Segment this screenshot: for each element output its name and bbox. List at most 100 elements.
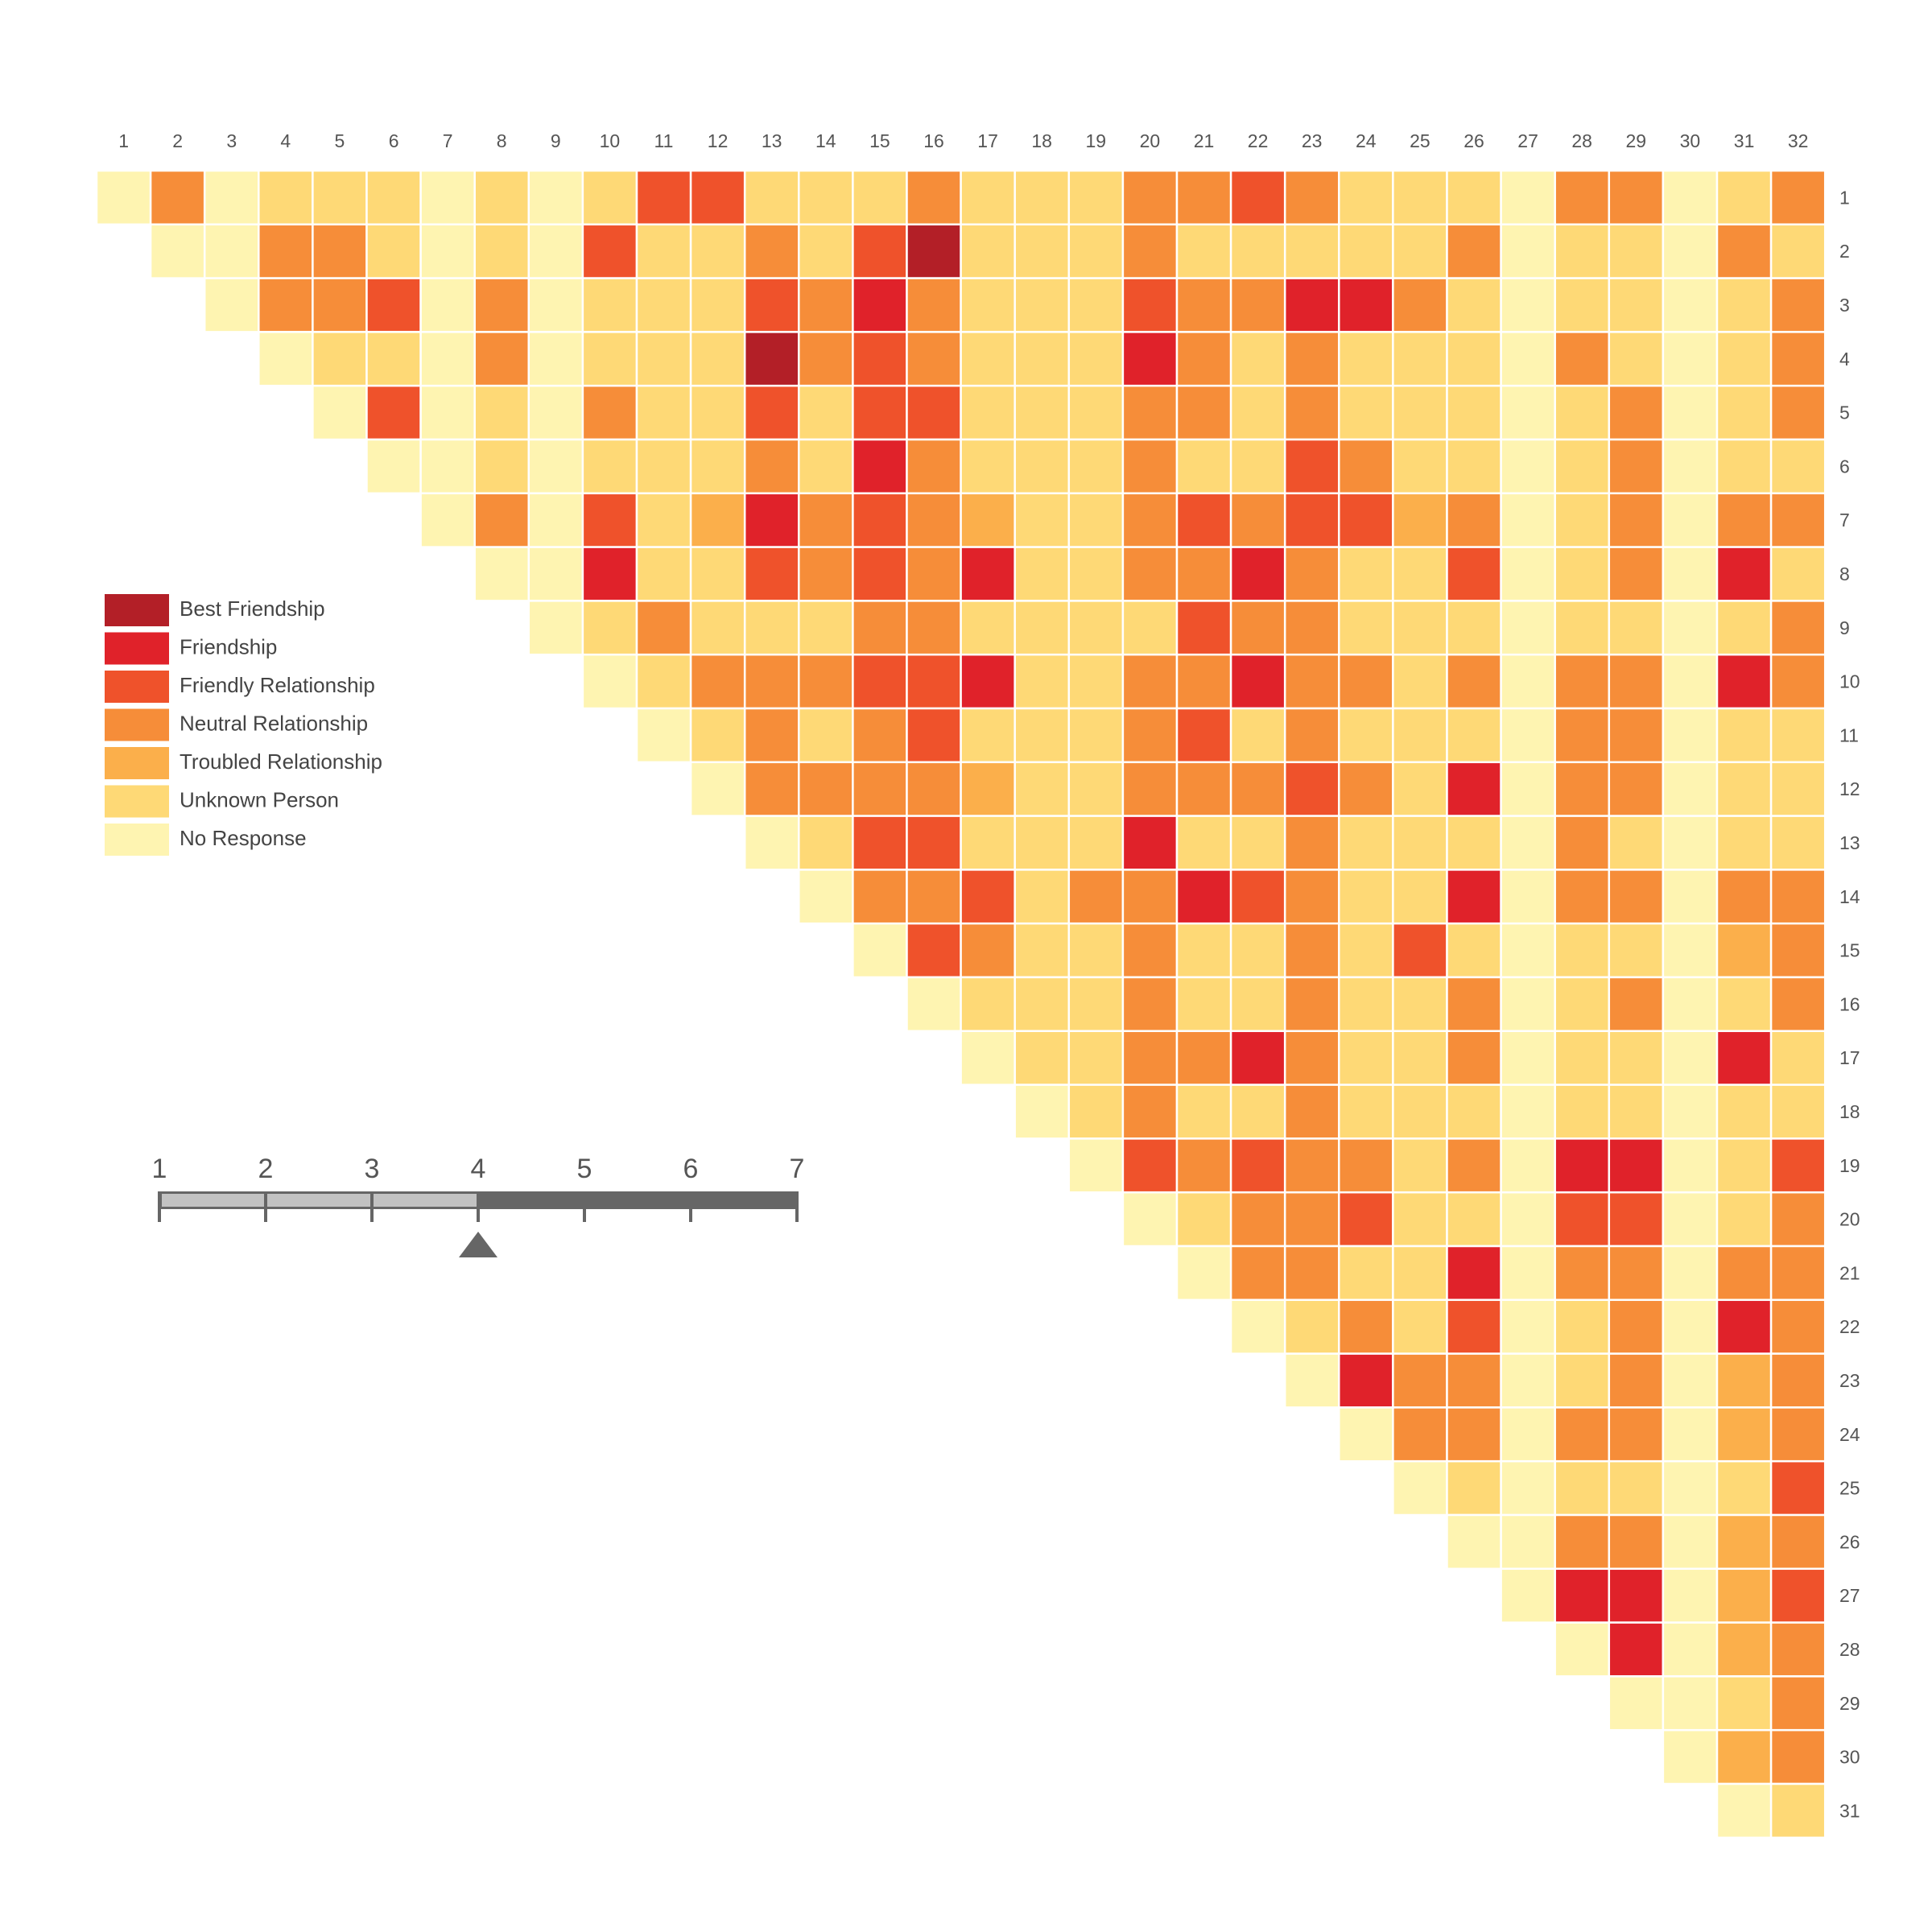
matrix-cell [1067, 869, 1125, 925]
matrix-cell [1121, 492, 1179, 548]
matrix-cell [1175, 922, 1232, 979]
matrix-cell [1392, 976, 1448, 1033]
matrix-cell [1500, 1406, 1556, 1463]
row-label: 3 [1839, 295, 1850, 316]
matrix-cell [1715, 169, 1773, 226]
matrix-cell [906, 707, 962, 764]
matrix-cell [1554, 815, 1611, 871]
matrix-cell [1769, 1352, 1827, 1409]
matrix-cell [581, 331, 638, 387]
matrix-cell [1446, 1084, 1502, 1140]
matrix-cell [1283, 653, 1340, 710]
matrix-cell [1121, 1191, 1179, 1248]
matrix-cell [852, 707, 908, 764]
matrix-cell [798, 761, 854, 817]
matrix-cell [1608, 653, 1665, 710]
matrix-cell [1662, 1513, 1719, 1571]
matrix-cell [1500, 1137, 1556, 1194]
matrix-cell [1013, 869, 1071, 925]
matrix-cell [1715, 1084, 1773, 1140]
column-label: 15 [869, 130, 890, 151]
slider-tick-label: 4 [471, 1154, 486, 1184]
matrix-cell [1338, 438, 1394, 495]
matrix-cell [743, 707, 800, 764]
matrix-cell [1500, 922, 1556, 979]
matrix-cell [960, 169, 1016, 226]
matrix-cell [1769, 761, 1827, 817]
matrix-cell [1662, 976, 1719, 1033]
row-label: 2 [1839, 241, 1850, 262]
matrix-cell [1554, 761, 1611, 817]
matrix-cell [1392, 653, 1448, 710]
matrix-cell [1715, 1513, 1773, 1571]
column-label: 6 [389, 130, 399, 151]
matrix-cell [1769, 976, 1827, 1033]
matrix-cell [1067, 976, 1125, 1033]
legend-swatch [105, 785, 169, 818]
matrix-cell [1554, 1352, 1611, 1409]
column-label: 19 [1086, 130, 1107, 151]
matrix-cell [1500, 492, 1556, 548]
matrix-cell [1338, 1137, 1394, 1194]
matrix-cell [1769, 1459, 1827, 1517]
matrix-cell [581, 223, 638, 279]
row-label: 27 [1839, 1585, 1860, 1606]
row-label: 23 [1839, 1370, 1860, 1391]
matrix-cell [635, 546, 692, 602]
matrix-cell [1013, 1084, 1071, 1140]
matrix-cell [1769, 869, 1827, 925]
matrix-cell [1662, 1459, 1719, 1517]
matrix-cell [1121, 922, 1179, 979]
matrix-cell [1067, 169, 1125, 226]
matrix-cell [689, 707, 746, 764]
matrix-cell [1715, 707, 1773, 764]
matrix-cell [1067, 653, 1125, 710]
matrix-cell [1229, 223, 1286, 279]
matrix-cell [1013, 1030, 1071, 1086]
column-label: 31 [1734, 130, 1755, 151]
matrix-cell [906, 277, 962, 333]
matrix-cell [1392, 223, 1448, 279]
matrix-cell [1554, 546, 1611, 602]
legend-label: Troubled Relationship [180, 749, 382, 774]
matrix-cell [1338, 600, 1394, 656]
column-label: 27 [1517, 130, 1538, 151]
matrix-cell [743, 815, 800, 871]
matrix-cell [1769, 1513, 1827, 1571]
matrix-cell [1338, 331, 1394, 387]
row-label: 19 [1839, 1155, 1860, 1176]
matrix-cell [1769, 1245, 1827, 1302]
matrix-cell [1121, 223, 1179, 279]
matrix-cell [527, 600, 584, 656]
matrix-cell [689, 277, 746, 333]
matrix-cell [527, 223, 584, 279]
column-label: 25 [1410, 130, 1430, 151]
legend-label: Friendly Relationship [180, 673, 375, 697]
matrix-cell [1554, 707, 1611, 764]
matrix-cell [1715, 223, 1773, 279]
matrix-cell [1500, 1352, 1556, 1409]
column-label: 7 [443, 130, 453, 151]
matrix-cell [527, 331, 584, 387]
matrix-cell [1175, 438, 1232, 495]
slider-handle[interactable] [459, 1232, 497, 1257]
matrix-cell [1446, 600, 1502, 656]
matrix-cell [365, 384, 422, 441]
row-label: 28 [1839, 1639, 1860, 1660]
matrix-cell [1175, 331, 1232, 387]
matrix-cell [203, 277, 260, 333]
matrix-cell [1121, 761, 1179, 817]
threshold-slider[interactable]: 1 2 3 4 5 6 7 [152, 1154, 805, 1257]
matrix-cell [1175, 169, 1232, 226]
matrix-cell [1338, 384, 1394, 441]
matrix-cell [527, 546, 584, 602]
matrix-cell [1608, 707, 1665, 764]
matrix-cell [581, 653, 638, 710]
matrix-cell [1769, 1621, 1827, 1678]
matrix-cell [1175, 976, 1232, 1033]
matrix-cell [1554, 869, 1611, 925]
matrix-cell [1715, 1567, 1773, 1624]
column-label: 3 [226, 130, 237, 151]
column-label: 1 [118, 130, 129, 151]
column-label: 21 [1194, 130, 1215, 151]
